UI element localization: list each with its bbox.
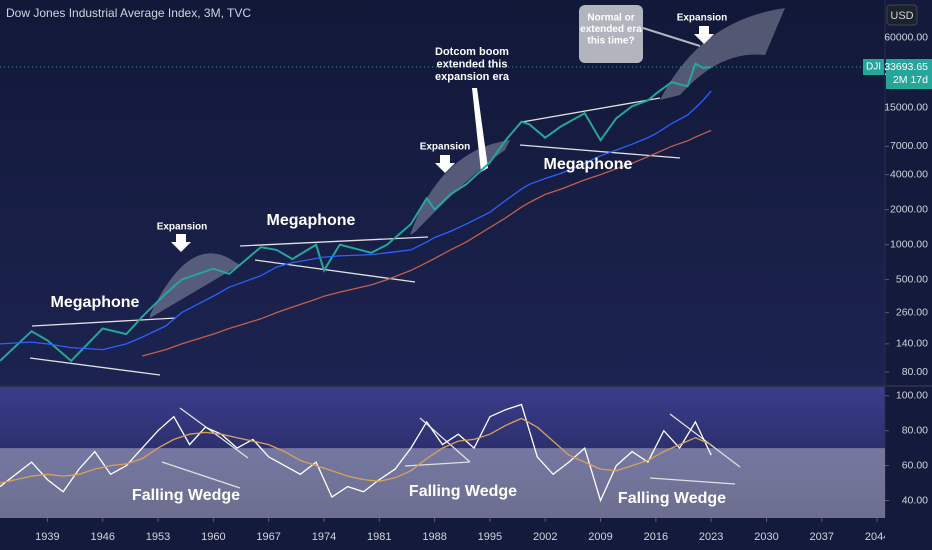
series-line xyxy=(142,129,712,357)
symbol: DJI xyxy=(866,62,881,73)
y-tick-label: 40.00 xyxy=(902,494,928,506)
series-line xyxy=(0,403,712,503)
y-tick-label: 7000.00 xyxy=(890,140,928,152)
annotation: Megaphone xyxy=(544,156,633,173)
y-tick-label: 80.00 xyxy=(902,424,928,436)
y-tick-label: 4000.00 xyxy=(890,168,928,180)
arrow xyxy=(171,234,191,252)
trendline xyxy=(161,461,241,489)
arrow xyxy=(435,155,455,173)
y-tick-label: 260.00 xyxy=(896,306,928,318)
currency-box xyxy=(886,4,918,26)
annotation: Megaphone xyxy=(267,212,356,229)
x-tick-label: 2044 xyxy=(865,531,889,543)
y-tick-label: 500.00 xyxy=(896,273,928,285)
annotation: Normal or xyxy=(587,13,634,24)
callout-box xyxy=(579,5,643,63)
annotation: this time? xyxy=(587,36,634,47)
x-tick-label: 1939 xyxy=(35,531,59,543)
x-tick-label: 1960 xyxy=(201,531,225,543)
arrow xyxy=(694,26,714,44)
annotation: Falling Wedge xyxy=(618,490,726,507)
x-tick-label: 1995 xyxy=(478,531,502,543)
x-tick-label: 2037 xyxy=(810,531,834,543)
callout-pointer xyxy=(642,27,701,47)
trendline xyxy=(519,144,681,159)
annotation: expansion era xyxy=(435,71,510,83)
trendline xyxy=(649,477,736,485)
y-tick-label: 80.00 xyxy=(902,366,928,378)
y-tick-label: 15000.00 xyxy=(884,102,928,114)
x-tick-label: 1974 xyxy=(312,531,336,543)
y-tick-label: 1000.00 xyxy=(890,238,928,250)
trendline xyxy=(29,357,161,376)
series-line xyxy=(0,417,712,484)
annotation: extended this xyxy=(437,59,508,71)
x-tick-label: 1953 xyxy=(146,531,170,543)
annotation: extended era xyxy=(580,24,642,35)
trendline xyxy=(254,259,416,283)
y-tick-label: 60.00 xyxy=(902,459,928,471)
x-tick-label: 1946 xyxy=(90,531,114,543)
trendline xyxy=(31,317,177,327)
arrow xyxy=(472,88,488,172)
x-tick-label: 2030 xyxy=(754,531,778,543)
annotation: Megaphone xyxy=(51,294,140,311)
price-pane xyxy=(0,0,885,385)
rsi-band xyxy=(0,448,885,518)
trendline xyxy=(521,97,661,123)
x-tick-label: 2023 xyxy=(699,531,723,543)
series-line xyxy=(0,90,712,351)
y-tick-label: 60000.00 xyxy=(884,32,928,44)
x-tick-label: 2002 xyxy=(533,531,557,543)
countdown: 2M 17d xyxy=(893,74,928,86)
annotation: Expansion xyxy=(677,13,728,24)
annotation: Dotcom boom xyxy=(435,46,509,58)
trendline xyxy=(404,461,471,467)
annotation: Expansion xyxy=(157,222,208,233)
x-tick-label: 1967 xyxy=(256,531,280,543)
currency: USD xyxy=(890,10,913,22)
price-box xyxy=(886,58,932,89)
x-tick-label: 1981 xyxy=(367,531,391,543)
annotation: Falling Wedge xyxy=(132,487,240,504)
annotation: Falling Wedge xyxy=(409,483,517,500)
x-tick-label: 2016 xyxy=(644,531,668,543)
x-tick-label: 1988 xyxy=(422,531,446,543)
last-price: 33693.65 xyxy=(884,61,928,73)
x-tick-label: 2009 xyxy=(588,531,612,543)
y-tick-label: 2000.00 xyxy=(890,203,928,215)
series-line xyxy=(0,62,712,363)
annotation: Expansion xyxy=(420,142,471,153)
y-tick-label: 140.00 xyxy=(896,338,928,350)
trendline xyxy=(669,413,741,468)
y-tick-label: 100.00 xyxy=(896,390,928,402)
rsi-pane xyxy=(0,387,885,518)
trendline xyxy=(239,236,429,247)
chart-title: Dow Jones Industrial Average Index, 3M, … xyxy=(6,6,251,20)
symbol-box xyxy=(863,58,884,75)
